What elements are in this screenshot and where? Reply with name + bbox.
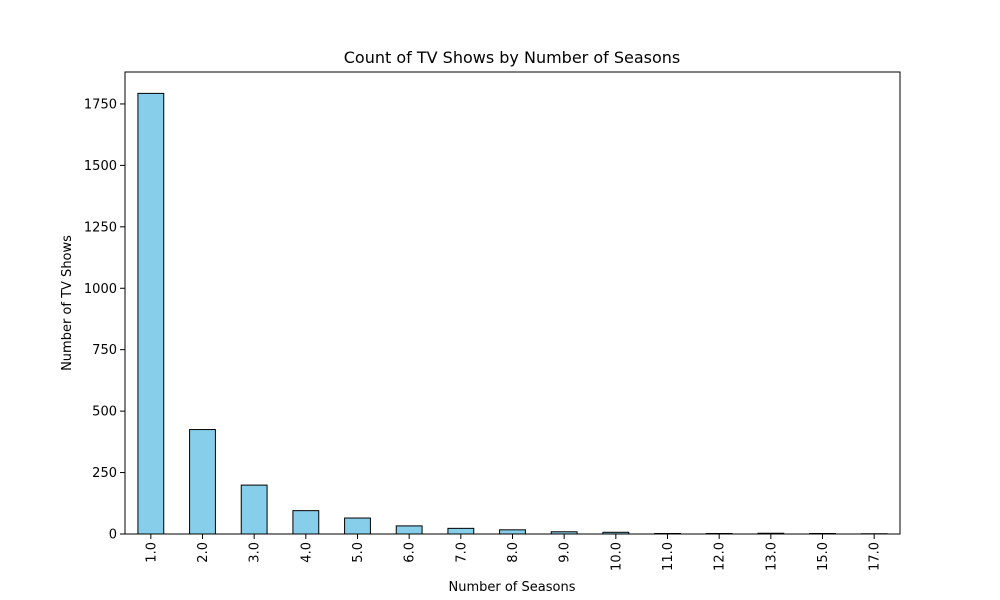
x-tick-label: 5.0	[351, 542, 366, 563]
x-tick-label: 8.0	[506, 542, 521, 563]
y-tick-label: 1250	[84, 220, 117, 235]
y-tick-label: 250	[92, 466, 117, 481]
x-tick-label: 1.0	[144, 542, 159, 563]
y-tick-label: 500	[92, 405, 117, 420]
bar-8-0	[499, 529, 526, 535]
bar-7-0	[447, 527, 475, 535]
x-tick-label: 10.0	[609, 542, 624, 571]
bar-1-0	[137, 92, 165, 535]
bar-3-0	[240, 484, 268, 535]
chart-title: Count of TV Shows by Number of Seasons	[344, 48, 681, 67]
x-tick-label: 17.0	[868, 542, 883, 571]
x-tick-label: 11.0	[661, 542, 676, 571]
x-tick-label: 3.0	[248, 542, 263, 563]
y-tick-label: 1000	[84, 282, 117, 297]
y-tick-label: 0	[109, 528, 117, 543]
y-tick-label: 1500	[84, 159, 117, 174]
bar-4-0	[292, 510, 320, 535]
plot-area: 0 250 500 750 1000 1250 1500 1750 1.0 2.0 3.0 4.0 5.…	[84, 71, 901, 571]
y-tick-label: 1750	[84, 97, 117, 112]
y-tick-label: 750	[92, 343, 117, 358]
bar-6-0	[395, 525, 423, 535]
x-tick-label: 6.0	[403, 542, 418, 563]
x-tick-label: 7.0	[454, 542, 469, 563]
x-tick-label: 9.0	[558, 542, 573, 563]
bar-5-0	[344, 517, 371, 535]
x-tick-label: 2.0	[196, 542, 211, 563]
y-axis-label: Number of TV Shows	[60, 235, 75, 371]
plot-frame	[124, 71, 901, 535]
x-axis-label: Number of Seasons	[449, 580, 576, 595]
x-tick-label: 12.0	[713, 542, 728, 571]
x-tick-label: 15.0	[816, 542, 831, 571]
bar-2-0	[189, 429, 216, 535]
x-tick-label: 13.0	[764, 542, 779, 571]
x-tick-label: 4.0	[299, 542, 314, 563]
